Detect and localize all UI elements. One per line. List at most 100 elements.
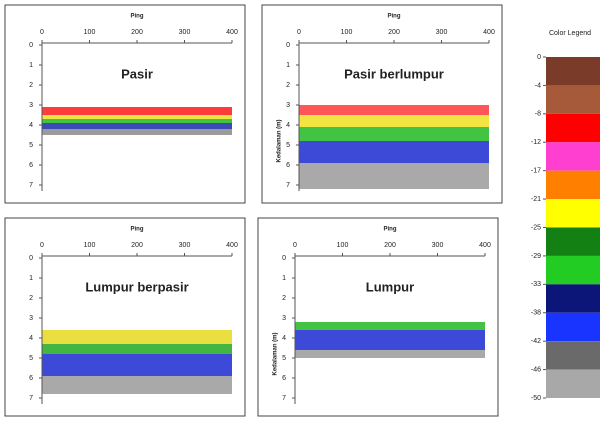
x-axis-label: Ping: [384, 227, 397, 233]
echo-layer: [42, 123, 232, 129]
echo-layer: [295, 322, 485, 330]
y-tick-label: 4: [29, 122, 33, 129]
x-tick-label: 300: [179, 242, 191, 249]
legend-tick-label: -33: [531, 281, 541, 288]
x-tick-label: 400: [479, 242, 491, 249]
panel-title: Pasir berlumpur: [344, 66, 444, 81]
legend-swatch: [546, 57, 600, 86]
legend-swatch: [546, 142, 600, 171]
legend-tick-label: -42: [531, 338, 541, 345]
y-tick-label: 2: [286, 82, 290, 89]
echo-layer: [42, 344, 232, 354]
x-tick-label: 400: [483, 29, 495, 36]
x-tick-label: 0: [293, 242, 297, 249]
echo-layer: [42, 330, 232, 344]
panel-frame: [257, 217, 499, 417]
y-tick-label: 1: [29, 275, 33, 282]
y-tick-label: 3: [29, 102, 33, 109]
legend-tick-label: -17: [531, 168, 541, 175]
echo-layer: [42, 115, 232, 119]
legend-swatch: [546, 85, 600, 114]
y-tick-label: 1: [29, 62, 33, 69]
legend-tick-label: -46: [531, 366, 541, 373]
legend-swatch: [546, 312, 600, 342]
x-axis-label: Ping: [388, 14, 401, 20]
y-tick-label: 1: [282, 275, 286, 282]
y-tick-label: 3: [282, 315, 286, 322]
legend-swatch: [546, 170, 600, 200]
x-tick-label: 400: [226, 29, 238, 36]
echo-layer: [299, 141, 489, 163]
legend-tick-label: -12: [531, 139, 541, 146]
y-tick-label: 0: [29, 255, 33, 262]
x-tick-label: 100: [337, 242, 349, 249]
y-tick-label: 6: [286, 162, 290, 169]
x-tick-label: 200: [384, 242, 396, 249]
echo-layer: [42, 129, 232, 135]
panel-title: Pasir: [121, 66, 153, 81]
legend-swatch: [546, 369, 600, 398]
legend-swatch: [546, 284, 600, 313]
x-tick-label: 100: [84, 242, 96, 249]
legend-swatch: [546, 341, 600, 370]
y-tick-label: 7: [29, 182, 33, 189]
y-tick-label: 2: [29, 295, 33, 302]
echo-layer: [42, 376, 232, 394]
y-tick-label: 4: [286, 122, 290, 129]
legend-tick-label: -8: [535, 111, 541, 118]
echo-layer: [299, 115, 489, 127]
x-tick-label: 300: [179, 29, 191, 36]
legend-tick-label: -38: [531, 310, 541, 317]
x-tick-label: 400: [226, 242, 238, 249]
legend-tick-label: -50: [531, 395, 541, 402]
y-tick-label: 3: [29, 315, 33, 322]
y-tick-label: 5: [282, 355, 286, 362]
legend-tick-label: -4: [535, 82, 541, 89]
legend-swatch: [546, 199, 600, 228]
echo-layer: [42, 107, 232, 115]
x-tick-label: 100: [84, 29, 96, 36]
y-tick-label: 6: [282, 375, 286, 382]
y-tick-label: 4: [29, 335, 33, 342]
y-tick-label: 6: [29, 162, 33, 169]
echo-layer: [295, 350, 485, 358]
legend-tick-label: -25: [531, 224, 541, 231]
panel-title: Lumpur: [366, 279, 414, 294]
y-axis-label: Kedalaman (m): [273, 332, 279, 375]
x-tick-label: 200: [388, 29, 400, 36]
echo-layer: [295, 330, 485, 350]
x-axis-label: Ping: [131, 14, 144, 20]
x-tick-label: 300: [432, 242, 444, 249]
echo-layer: [299, 127, 489, 141]
y-tick-label: 7: [282, 395, 286, 402]
legend-title: Color Legend: [549, 30, 591, 37]
legend-swatch: [546, 227, 600, 256]
x-tick-label: 200: [131, 242, 143, 249]
legend-tick-label: -29: [531, 253, 541, 260]
y-axis-label: Kedalaman (m): [277, 119, 283, 162]
y-tick-label: 0: [286, 42, 290, 49]
y-tick-label: 5: [286, 142, 290, 149]
y-tick-label: 2: [282, 295, 286, 302]
y-tick-label: 5: [29, 142, 33, 149]
y-tick-label: 7: [286, 182, 290, 189]
echo-layer: [42, 354, 232, 376]
legend-swatch: [546, 113, 600, 143]
y-tick-label: 3: [286, 102, 290, 109]
y-tick-label: 5: [29, 355, 33, 362]
echo-layer: [299, 163, 489, 189]
legend-swatch: [546, 255, 600, 285]
x-tick-label: 300: [436, 29, 448, 36]
x-tick-label: 100: [341, 29, 353, 36]
echo-layer: [42, 119, 232, 123]
x-tick-label: 0: [40, 242, 44, 249]
y-tick-label: 4: [282, 335, 286, 342]
y-tick-label: 6: [29, 375, 33, 382]
y-tick-label: 2: [29, 82, 33, 89]
x-tick-label: 0: [297, 29, 301, 36]
echo-layer: [299, 105, 489, 115]
y-tick-label: 7: [29, 395, 33, 402]
y-tick-label: 1: [286, 62, 290, 69]
panel-title: Lumpur berpasir: [85, 279, 188, 294]
